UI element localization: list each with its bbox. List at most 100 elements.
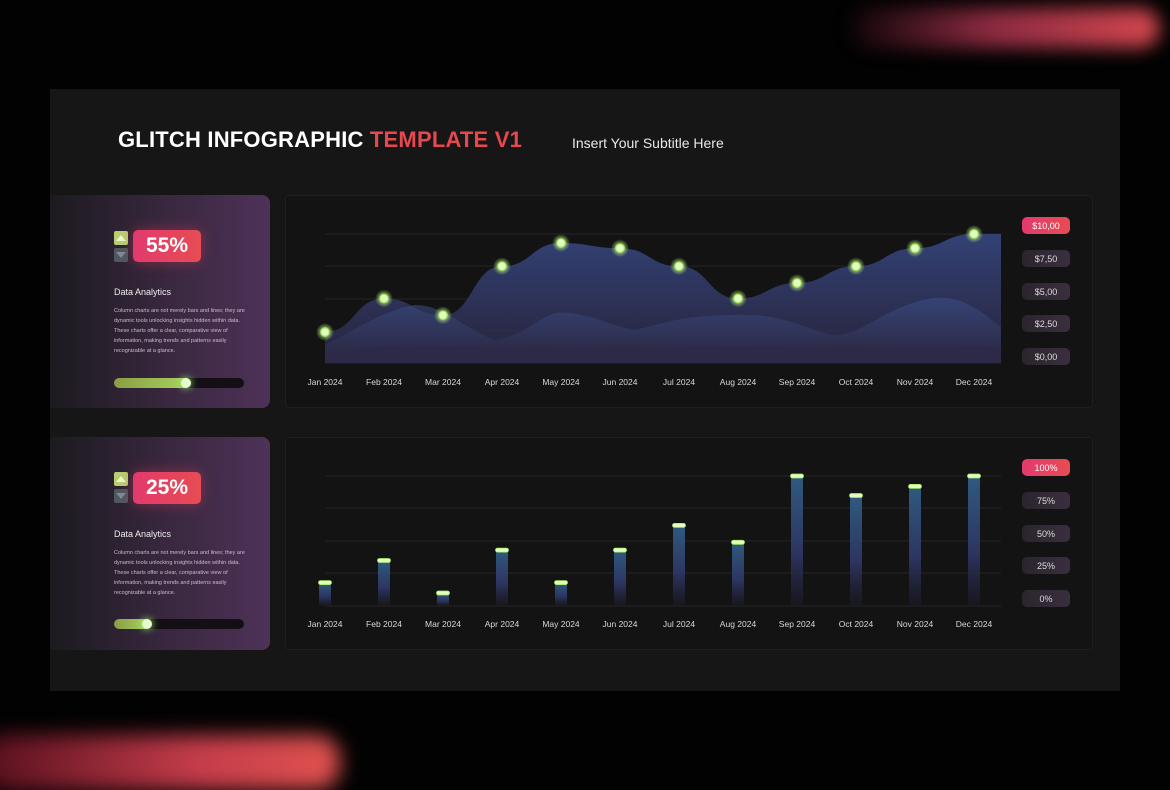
x-axis-label: Sep 2024 xyxy=(778,377,816,387)
y-tick-0: $0,00 xyxy=(1022,348,1070,365)
x-axis-label: Oct 2024 xyxy=(838,377,874,387)
bar-cap xyxy=(436,590,450,596)
data-point[interactable] xyxy=(851,261,861,272)
bar[interactable] xyxy=(496,550,508,606)
bar-cap xyxy=(849,493,863,498)
bar[interactable] xyxy=(614,550,626,606)
arrow-down-icon[interactable] xyxy=(114,248,128,262)
bar-cap xyxy=(318,580,332,586)
arrow-down-icon[interactable] xyxy=(114,489,128,503)
x-axis-label: Jan 2024 xyxy=(307,377,343,387)
bar-chart-panel: 100% 75% 50% 25% 0% Jan 2024 Feb 2024 Mar … xyxy=(285,437,1093,650)
x-axis-label: Jul 2024 xyxy=(662,619,696,629)
y-tick-2-5: $2,50 xyxy=(1022,315,1070,332)
data-point[interactable] xyxy=(674,261,684,272)
bar[interactable] xyxy=(673,525,685,606)
bar-cap xyxy=(731,539,745,545)
data-point[interactable] xyxy=(733,293,743,304)
data-point[interactable] xyxy=(910,243,920,253)
percent-badge: 55% xyxy=(133,230,201,262)
x-axis-label: Nov 2024 xyxy=(896,619,934,629)
y-tick-50: 50% xyxy=(1022,525,1070,542)
x-axis-label: Dec 2024 xyxy=(955,377,993,387)
x-axis-label: Jun 2024 xyxy=(602,377,638,387)
grid-lines xyxy=(325,475,1001,607)
page-title: GLITCH INFOGRAPHIC TEMPLATE V1 xyxy=(118,127,522,153)
y-tick-100: 100% xyxy=(1022,459,1070,476)
title-main: GLITCH INFOGRAPHIC xyxy=(118,127,364,152)
y-tick-0: 0% xyxy=(1022,590,1070,607)
arrow-up-icon[interactable] xyxy=(114,472,128,486)
x-axis-label: Nov 2024 xyxy=(896,377,934,387)
slider-handle[interactable] xyxy=(142,619,152,629)
bar[interactable] xyxy=(319,582,331,606)
card-description: Column charts are not merely bars and li… xyxy=(114,550,245,596)
x-axis-label: Dec 2024 xyxy=(955,619,993,629)
bar-cap xyxy=(790,473,804,479)
card-title: Data Analytics xyxy=(114,529,172,539)
card-title: Data Analytics xyxy=(114,287,172,297)
x-axis-label: Jan 2024 xyxy=(307,619,343,629)
title-accent: TEMPLATE V1 xyxy=(369,127,523,152)
x-axis-label: Jul 2024 xyxy=(662,377,696,387)
x-axis-label: Feb 2024 xyxy=(366,619,402,629)
bar[interactable] xyxy=(437,593,449,606)
x-axis-label: Apr 2024 xyxy=(484,619,520,629)
slide: GLITCH INFOGRAPHIC TEMPLATE V1 Insert Yo… xyxy=(50,89,1120,691)
bar[interactable] xyxy=(378,560,390,607)
data-point[interactable] xyxy=(792,278,802,288)
bar[interactable] xyxy=(850,495,862,607)
x-axis-label: Aug 2024 xyxy=(719,377,757,387)
area-chart-panel: $10,00 $7,50 $5,00 $2,50 $0,00 Jan 2024 F… xyxy=(285,195,1093,408)
progress-fill xyxy=(114,619,150,629)
bar-cap xyxy=(554,580,568,586)
y-tick-10: $10,00 xyxy=(1022,217,1070,234)
bar-cap xyxy=(377,558,391,563)
bar-cap xyxy=(613,547,627,553)
trend-arrows xyxy=(114,472,128,506)
x-axis-label: Jun 2024 xyxy=(602,619,638,629)
stat-card-2: 25% Data Analytics Column charts are not… xyxy=(50,437,270,650)
bar[interactable] xyxy=(909,486,921,606)
arrow-up-icon[interactable] xyxy=(114,231,128,245)
data-point[interactable] xyxy=(969,229,979,239)
progress-fill xyxy=(114,378,190,388)
x-axis-label: Mar 2024 xyxy=(425,377,461,387)
x-axis-label: May 2024 xyxy=(542,377,580,387)
slider-handle[interactable] xyxy=(181,378,191,388)
x-axis-label: May 2024 xyxy=(542,619,580,629)
bar-chart xyxy=(318,473,1001,607)
data-point[interactable] xyxy=(379,293,389,304)
bar-cap xyxy=(967,473,981,479)
bar-cap xyxy=(672,523,686,528)
bar-cap xyxy=(908,484,922,489)
decorative-glow-top xyxy=(850,8,1160,48)
area-series xyxy=(325,234,1001,363)
y-tick-25: 25% xyxy=(1022,557,1070,574)
percent-badge: 25% xyxy=(133,472,201,504)
bar-cap xyxy=(495,547,509,553)
data-point[interactable] xyxy=(497,261,507,272)
trend-arrows xyxy=(114,231,128,265)
data-point[interactable] xyxy=(615,243,625,253)
progress-slider[interactable] xyxy=(114,378,244,388)
bar[interactable] xyxy=(732,542,744,606)
progress-slider[interactable] xyxy=(114,619,244,629)
data-point[interactable] xyxy=(320,327,330,337)
y-tick-75: 75% xyxy=(1022,492,1070,509)
y-tick-7-5: $7,50 xyxy=(1022,250,1070,267)
x-axis-label: Oct 2024 xyxy=(838,619,874,629)
bar[interactable] xyxy=(791,476,803,606)
bar[interactable] xyxy=(968,476,980,606)
x-axis-label: Feb 2024 xyxy=(366,377,402,387)
stat-card-1: 55% Data Analytics Column charts are not… xyxy=(50,195,270,408)
x-axis-label: Sep 2024 xyxy=(778,619,816,629)
bar[interactable] xyxy=(555,582,567,606)
y-tick-5: $5,00 xyxy=(1022,283,1070,300)
x-axis-label: Aug 2024 xyxy=(719,619,757,629)
data-point[interactable] xyxy=(556,238,566,248)
x-axis-label: Mar 2024 xyxy=(425,619,461,629)
x-axis-label: Apr 2024 xyxy=(484,377,520,387)
data-point[interactable] xyxy=(438,310,448,321)
page-subtitle: Insert Your Subtitle Here xyxy=(572,135,724,151)
